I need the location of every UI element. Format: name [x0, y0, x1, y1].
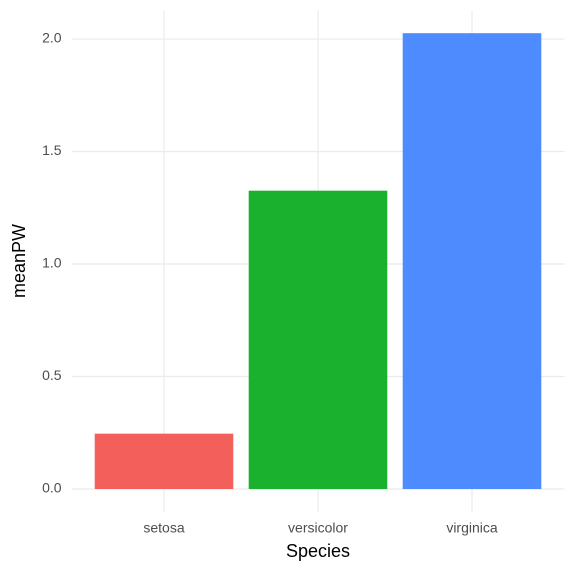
- y-axis-title: meanPW: [9, 224, 29, 298]
- x-tick-label: setosa: [143, 520, 184, 536]
- y-tick-label: 0.0: [42, 480, 62, 496]
- bar: [248, 190, 388, 490]
- y-tick-label: 1.5: [42, 142, 62, 158]
- bar: [402, 33, 542, 490]
- y-tick-label: 2.0: [42, 30, 62, 46]
- bar: [94, 433, 234, 490]
- y-tick-label: 0.5: [42, 367, 62, 383]
- x-axis-title: Species: [286, 541, 350, 561]
- x-tick-label: versicolor: [288, 520, 348, 536]
- x-tick-label: virginica: [446, 520, 498, 536]
- y-tick-label: 1.0: [42, 255, 62, 271]
